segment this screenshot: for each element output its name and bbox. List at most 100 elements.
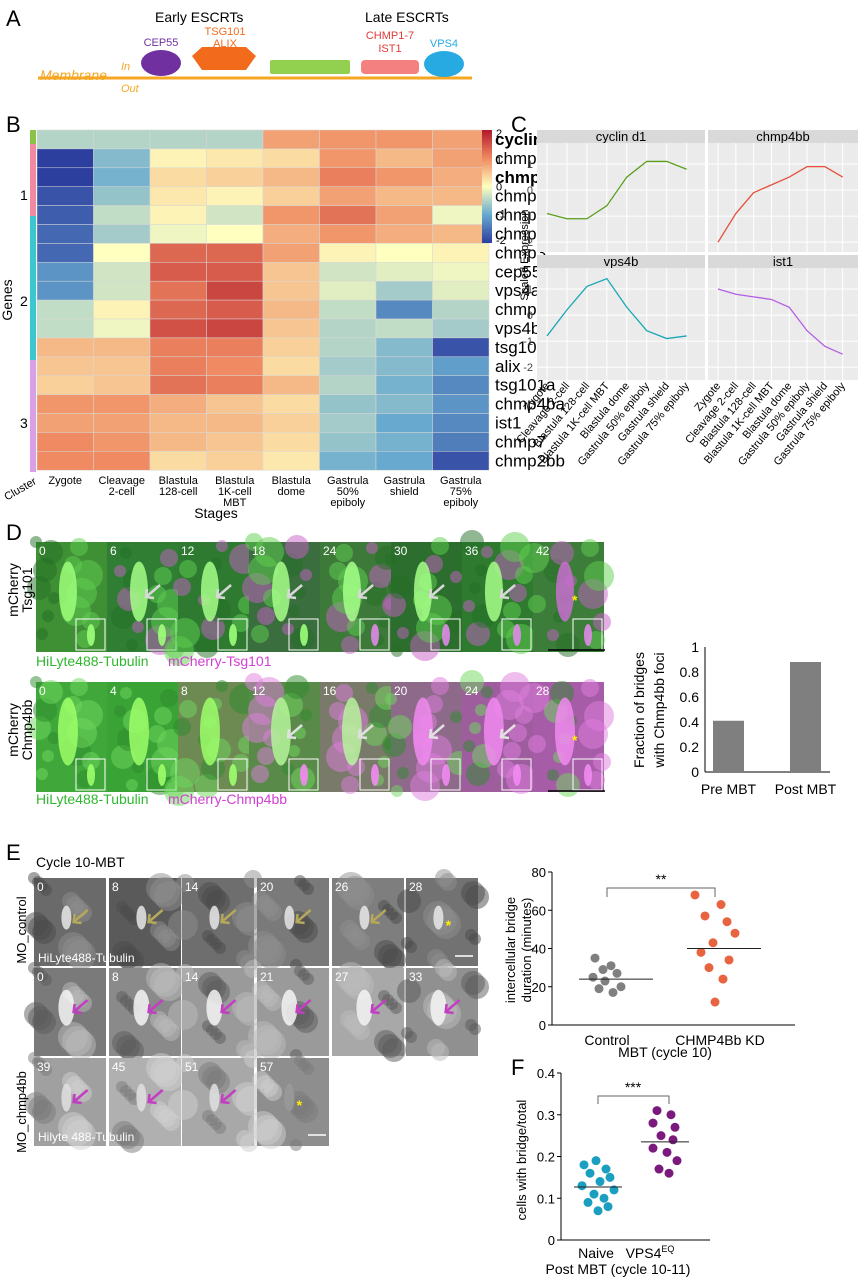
inset-box: [288, 758, 319, 791]
stage-label: Gastrula: [327, 475, 369, 487]
texture-blob: [302, 973, 314, 985]
heatmap-cell: [93, 280, 151, 301]
scatter-point: [591, 1156, 601, 1166]
facet-panel: [537, 143, 705, 252]
heatmap-cell: [319, 280, 377, 301]
texture-blob: [352, 932, 370, 950]
heatmap-cell: [149, 148, 207, 169]
row1-caption-tubulin: HiLyte488-Tubulin: [36, 653, 149, 669]
stage-label: 50%: [337, 486, 359, 498]
stage-label: Cleavage: [99, 475, 145, 487]
texture-blob: [460, 530, 484, 554]
heatmap-cell: [262, 318, 320, 339]
texture-blob: [528, 735, 546, 753]
texture-blob: [256, 939, 286, 969]
heatmap-cell: [375, 186, 433, 206]
arrow-icon: [147, 999, 164, 1013]
heatmap-cell: [206, 205, 264, 225]
inset-box: [430, 758, 461, 791]
texture-blob: [388, 715, 412, 739]
texture-blob: [120, 687, 132, 699]
facet-title: chmp4bb: [756, 129, 809, 144]
panel-a-label: A: [6, 6, 21, 31]
gene-label: chmp3: [495, 243, 546, 262]
arrowhead-icon: [499, 588, 510, 600]
texture-blob: [519, 683, 549, 713]
texture-blob: [264, 993, 282, 1011]
f-y-tick: 0.4: [537, 1066, 555, 1081]
heatmap-cell: [319, 318, 377, 339]
heatmap-cell: [319, 299, 377, 320]
texture-blob: [256, 1029, 286, 1059]
bar-ylabel-line2: with Chmp4bb foci: [651, 652, 667, 768]
bridge-signal: [284, 1083, 295, 1112]
panel-e-title: Cycle 10-MBT: [36, 854, 125, 870]
heatmap-cell: [375, 432, 433, 452]
texture-blob: [120, 949, 144, 973]
stage-label: Zygote: [48, 475, 82, 487]
heatmap-cell: [206, 186, 264, 206]
heatmap-cell: [93, 432, 151, 452]
texture-blob: [397, 767, 409, 779]
texture-blob: [460, 670, 484, 694]
texture-blob: [302, 883, 314, 895]
scatter-point: [599, 1193, 609, 1203]
texture-blob: [481, 546, 493, 558]
heatmap-cell: [149, 262, 207, 282]
scatter-point: [666, 1110, 676, 1120]
heatmap-cell: [149, 432, 207, 452]
scatter-point: [605, 1172, 615, 1182]
heatmap-cell: [93, 318, 151, 339]
bar-category-label: Post MBT: [775, 781, 837, 797]
scatter-category-label: Control: [584, 1032, 629, 1048]
heatmap-cell: [149, 375, 207, 395]
arrowhead-icon: [215, 588, 226, 600]
scatter-y-tick: 20: [532, 980, 546, 995]
frame-time-label: 45: [112, 1060, 126, 1074]
texture-blob: [168, 1090, 198, 1120]
texture-blob: [240, 1134, 258, 1152]
arrowhead-icon: [286, 588, 297, 600]
bridge-signal: [433, 905, 444, 930]
frame-time-label: 26: [335, 880, 349, 894]
heatmap-cell: [262, 243, 320, 263]
heatmap-cell: [319, 356, 377, 376]
texture-blob: [66, 1120, 96, 1150]
texture-blob: [425, 555, 443, 573]
arrow-icon: [72, 999, 89, 1013]
texture-blob: [300, 709, 312, 721]
y-tick-label: 1: [527, 159, 533, 171]
bar-y-tick: 0: [691, 764, 699, 780]
heatmap-cell: [432, 243, 490, 263]
arrow-icon: [444, 999, 461, 1013]
texture-blob: [335, 684, 353, 702]
texture-blob: [282, 623, 294, 635]
heatmap-cell: [149, 243, 207, 263]
frame-time-label: 4: [110, 684, 117, 698]
heatmap-cell: [432, 224, 490, 244]
panel-f: F 0.4 0.3 0.2 0.1 0 cells with bridge/total **…: [511, 1055, 710, 1277]
texture-blob: [173, 718, 191, 736]
scatter-point: [603, 1202, 613, 1212]
arrowhead-icon: [428, 588, 439, 600]
heatmap-cell: [149, 337, 207, 358]
inset-signal: [158, 764, 166, 786]
texture-blob: [173, 578, 191, 596]
texture-blob: [300, 569, 312, 581]
bridge-signal: [483, 697, 504, 766]
bridge-signal: [341, 697, 362, 766]
heatmap-cell: [432, 451, 490, 471]
arrow-icon: [370, 909, 387, 923]
scatter-point: [656, 1131, 666, 1141]
heatmap: [36, 129, 490, 471]
heatmap-cell: [206, 432, 264, 452]
texture-blob: [39, 540, 63, 564]
arrowhead-icon: [444, 1003, 454, 1015]
heatmap-cell: [206, 280, 264, 301]
f-y-tick: 0.1: [537, 1191, 555, 1206]
texture-blob: [352, 1022, 370, 1040]
mo-chmp4bb-caption: Hilyte 488-Tubulin: [38, 1130, 134, 1144]
heatmap-cell: [93, 299, 151, 320]
heatmap-cell: [319, 413, 377, 433]
texture-blob: [465, 975, 489, 999]
